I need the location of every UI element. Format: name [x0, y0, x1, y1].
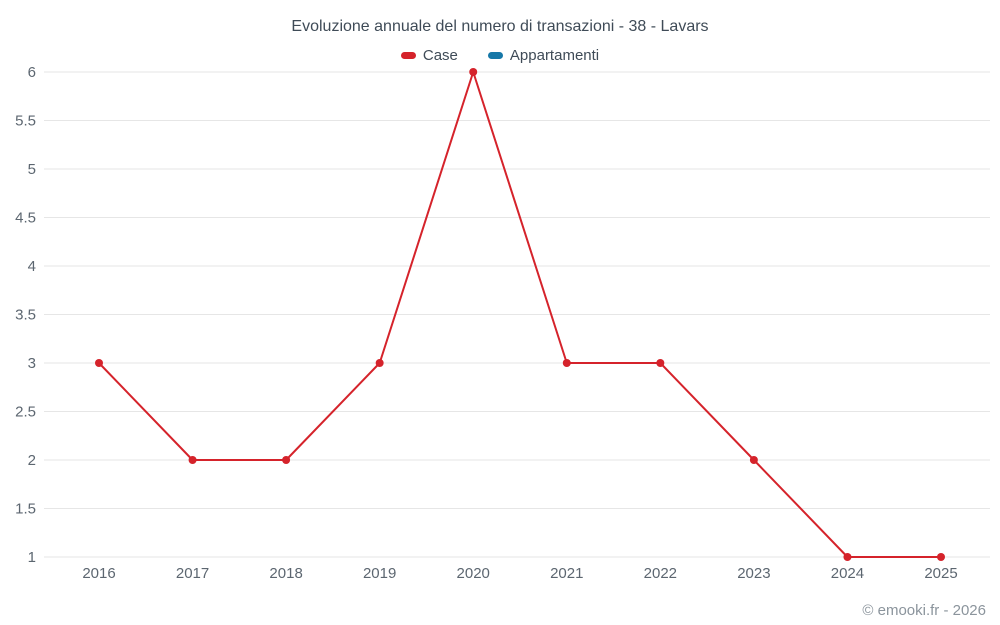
data-point[interactable] — [95, 359, 103, 367]
y-tick-label: 2.5 — [15, 404, 36, 421]
x-tick-label: 2017 — [176, 565, 209, 582]
data-point[interactable] — [937, 553, 945, 561]
data-point[interactable] — [843, 553, 852, 561]
data-point[interactable] — [375, 359, 384, 367]
legend-label-appartamenti: Appartamenti — [509, 47, 600, 64]
y-tick-label: 1 — [28, 549, 36, 566]
data-point[interactable] — [469, 68, 478, 76]
y-tick-label: 5 — [28, 161, 36, 178]
data-point[interactable] — [188, 456, 197, 464]
x-tick-label: 2016 — [82, 565, 115, 582]
chart-title: Evoluzione annuale del numero di transaz… — [291, 18, 709, 35]
x-tick-label: 2025 — [924, 565, 957, 582]
x-tick-label: 2022 — [644, 565, 677, 582]
case-swatch-icon — [400, 52, 416, 59]
copyright-credit: © emooki.fr - 2026 — [862, 602, 986, 619]
y-tick-label: 4.5 — [15, 210, 36, 227]
y-tick-label: 1.5 — [15, 501, 36, 518]
y-tick-label: 4 — [28, 258, 36, 275]
y-tick-label: 3.5 — [15, 307, 36, 324]
y-tick-label: 5.5 — [15, 113, 36, 130]
data-point[interactable] — [749, 456, 758, 464]
legend-label-case: Case — [422, 47, 458, 64]
legend: Case Appartamenti — [0, 47, 1000, 64]
y-tick-label: 3 — [28, 355, 36, 372]
x-tick-label: 2021 — [550, 565, 583, 582]
data-point[interactable] — [282, 456, 291, 464]
x-tick-label: 2023 — [737, 565, 770, 582]
y-tick-label: 2 — [28, 452, 36, 469]
legend-item-case[interactable]: Case — [400, 47, 458, 64]
legend-item-appartamenti[interactable]: Appartamenti — [487, 47, 600, 64]
series-line-case — [98, 71, 941, 558]
x-tick-label: 2024 — [831, 565, 864, 582]
data-point[interactable] — [656, 359, 665, 367]
x-tick-label: 2020 — [457, 565, 490, 582]
appartamenti-swatch-icon — [487, 52, 503, 59]
x-tick-label: 2018 — [269, 565, 302, 582]
x-tick-label: 2019 — [363, 565, 396, 582]
data-point[interactable] — [562, 359, 571, 367]
y-tick-label: 6 — [28, 64, 36, 81]
